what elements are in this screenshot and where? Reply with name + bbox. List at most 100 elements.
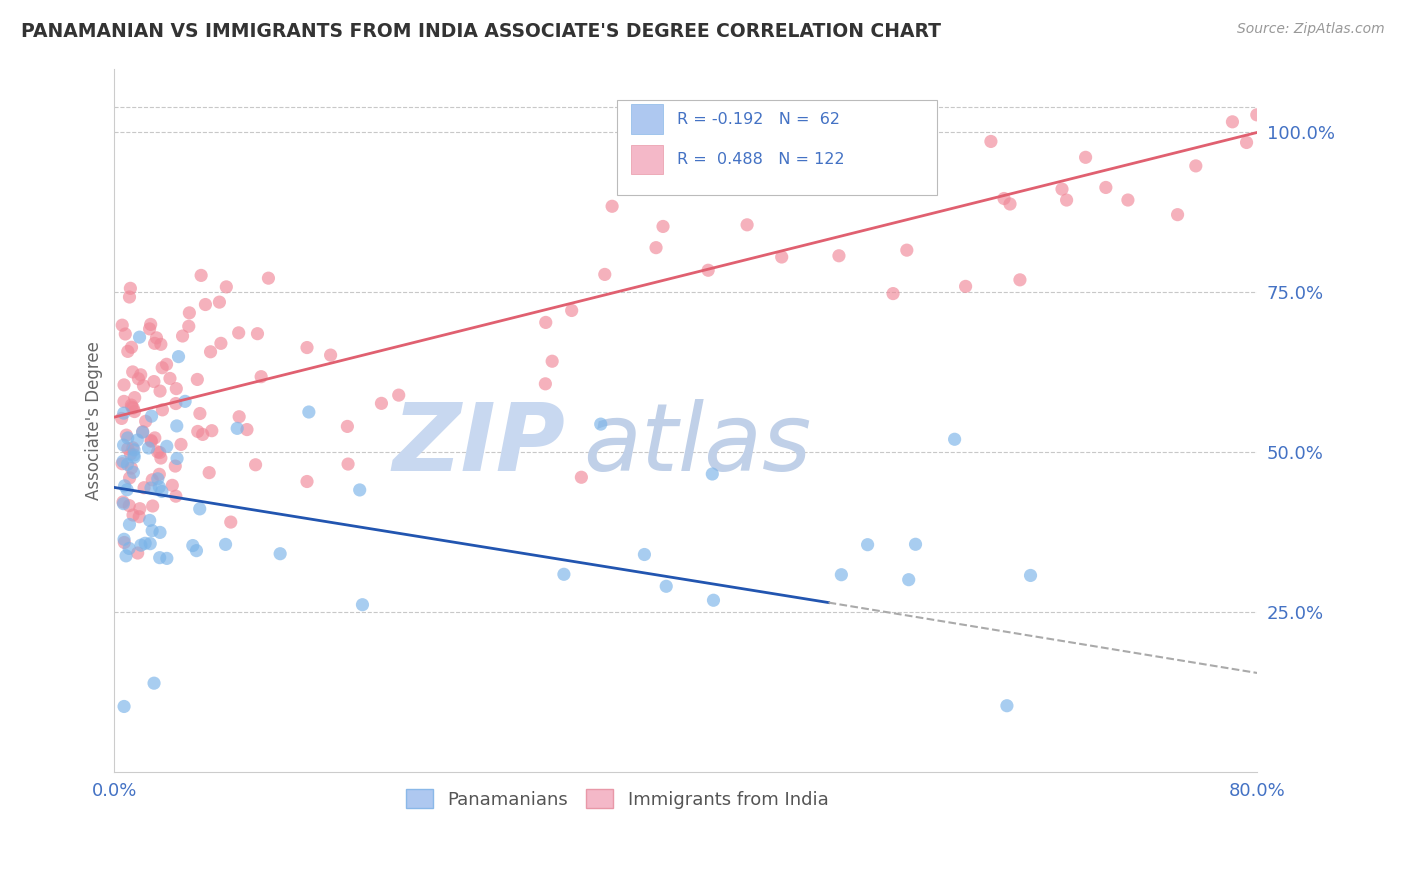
Point (226, 421, 249, 435)
Point (142, 375, 165, 389)
Point (337, 457, 360, 471)
Text: ZIP: ZIP (392, 399, 565, 491)
Point (112, 406, 135, 420)
Point (214, 537, 236, 551)
Point (896, 243, 918, 257)
Point (257, 271, 280, 285)
Point (995, 698, 1018, 713)
Point (167, 350, 190, 364)
Point (129, 368, 152, 382)
Point (127, 372, 149, 386)
Point (191, 427, 214, 442)
Point (121, 365, 143, 379)
Point (228, 409, 250, 424)
Point (179, 306, 201, 320)
Point (165, 489, 187, 503)
Point (149, 445, 172, 459)
Point (122, 441, 145, 455)
Point (139, 536, 162, 550)
Point (998, 197, 1021, 211)
Point (141, 409, 163, 424)
Point (897, 573, 920, 587)
Point (112, 438, 135, 452)
Point (149, 525, 172, 540)
Point (132, 481, 155, 495)
Point (165, 396, 187, 410)
Text: Source: ZipAtlas.com: Source: ZipAtlas.com (1237, 22, 1385, 37)
Point (1074, 150, 1097, 164)
Point (115, 549, 138, 563)
Point (162, 478, 184, 492)
Point (388, 388, 411, 402)
Point (319, 348, 342, 362)
Point (111, 454, 134, 468)
Point (149, 337, 172, 351)
Point (697, 263, 720, 277)
Point (112, 497, 135, 511)
Point (336, 419, 359, 434)
Point (553, 567, 575, 582)
Point (882, 286, 904, 301)
Point (830, 567, 852, 582)
Point (139, 481, 162, 495)
Point (1095, 180, 1118, 194)
Point (112, 495, 135, 509)
Point (188, 407, 211, 421)
Point (114, 479, 136, 493)
Point (152, 402, 174, 417)
Point (735, 218, 758, 232)
Point (188, 501, 211, 516)
Point (118, 290, 141, 304)
Point (112, 377, 135, 392)
Point (589, 417, 612, 431)
Point (534, 315, 557, 329)
Point (156, 551, 179, 566)
Point (295, 475, 318, 489)
Point (187, 425, 209, 439)
Point (122, 401, 145, 415)
Point (141, 473, 163, 487)
Point (150, 360, 173, 375)
Point (159, 371, 181, 385)
Point (149, 384, 172, 398)
Point (148, 480, 170, 494)
Point (828, 249, 851, 263)
Point (118, 541, 141, 556)
Point (149, 450, 172, 465)
Point (1246, 108, 1268, 122)
Point (146, 472, 169, 486)
Point (943, 432, 966, 446)
Point (129, 538, 152, 552)
Point (198, 466, 221, 480)
Point (121, 400, 143, 414)
Point (138, 322, 160, 336)
Point (174, 394, 197, 409)
Point (114, 326, 136, 341)
Point (131, 425, 153, 440)
Point (200, 344, 222, 359)
Point (186, 372, 208, 386)
FancyBboxPatch shape (631, 104, 662, 134)
Y-axis label: Associate's Degree: Associate's Degree (86, 341, 103, 500)
Point (115, 483, 138, 497)
Point (139, 434, 162, 448)
Point (561, 303, 583, 318)
Point (352, 598, 374, 612)
Point (112, 394, 135, 409)
Point (117, 344, 139, 359)
Point (165, 458, 187, 473)
Point (993, 192, 1015, 206)
Point (534, 376, 557, 391)
Point (156, 439, 179, 453)
Point (1236, 136, 1258, 150)
Point (122, 442, 145, 457)
Point (541, 354, 564, 368)
Point (194, 297, 217, 311)
Point (150, 484, 173, 499)
Point (120, 461, 142, 475)
Point (143, 676, 166, 690)
Point (117, 442, 139, 456)
Point (122, 450, 145, 465)
Text: PANAMANIAN VS IMMIGRANTS FROM INDIA ASSOCIATE'S DEGREE CORRELATION CHART: PANAMANIAN VS IMMIGRANTS FROM INDIA ASSO… (21, 22, 941, 41)
Point (1008, 273, 1031, 287)
